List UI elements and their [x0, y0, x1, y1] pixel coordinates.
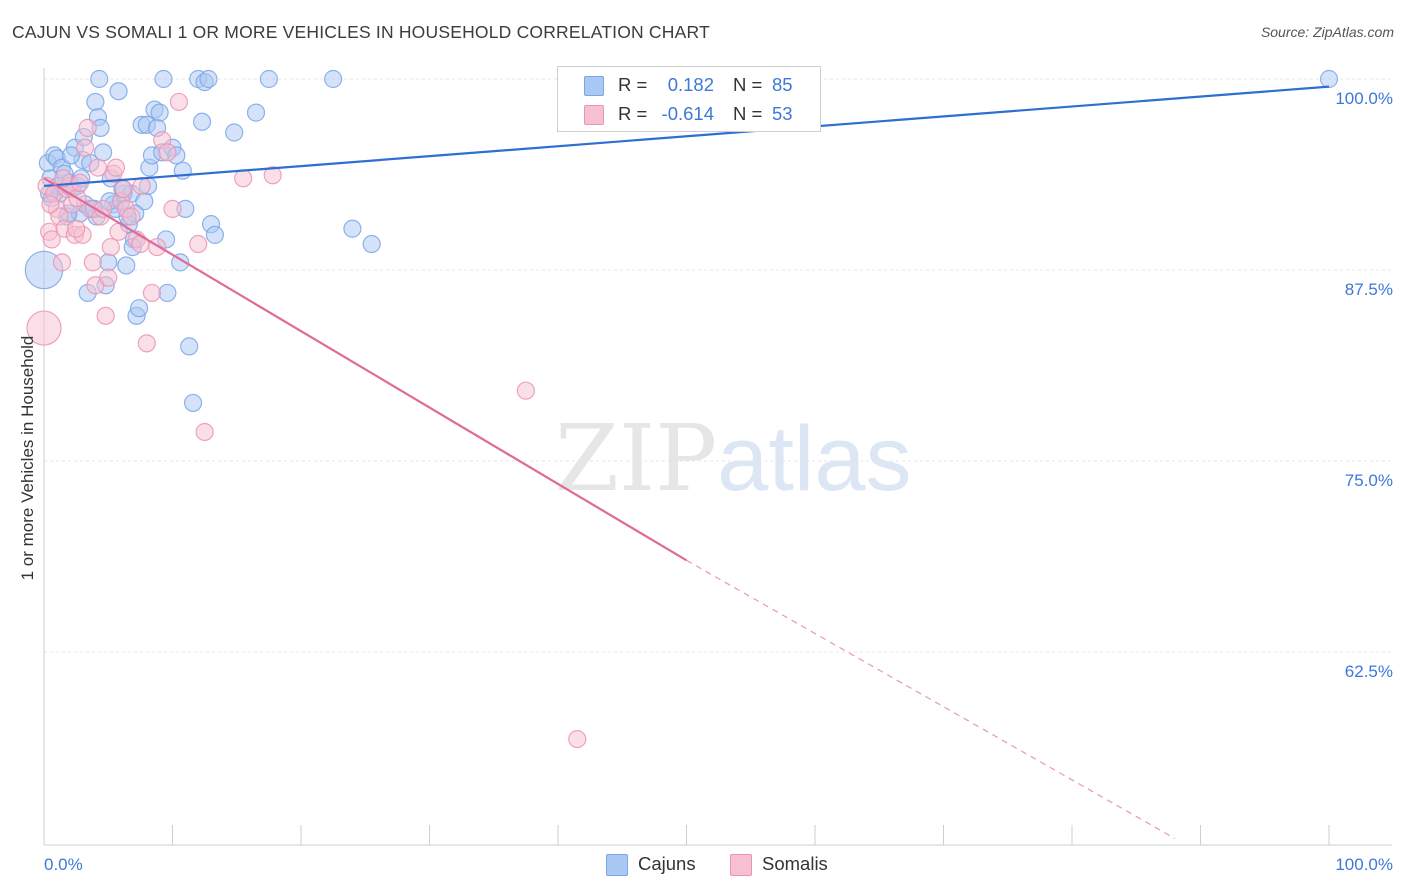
point-somalis — [41, 195, 60, 214]
watermark: ZIPatlas — [555, 405, 912, 512]
watermark-zip: ZIP — [555, 405, 718, 512]
point-somalis — [234, 169, 253, 188]
y-tick-label: 75.0% — [1345, 471, 1393, 490]
point-somalis — [83, 253, 102, 272]
point-cajuns — [205, 225, 225, 244]
point-cajuns — [246, 103, 266, 122]
point-somalis — [42, 230, 61, 249]
point-somalis — [88, 158, 108, 177]
legend-swatch-somalis — [584, 105, 604, 125]
point-somalis — [52, 253, 72, 272]
point-somalis — [163, 199, 182, 218]
point-cajuns — [225, 123, 244, 142]
legend-swatch-cajuns — [584, 76, 604, 96]
point-cajuns — [199, 69, 218, 89]
legend-n-value: 85 — [772, 74, 793, 95]
point-cajuns — [150, 103, 169, 122]
series-label-somalis: Somalis — [762, 853, 828, 874]
point-somalis — [142, 283, 162, 303]
point-somalis — [132, 176, 151, 196]
point-cajuns — [171, 253, 190, 272]
point-somalis — [189, 234, 208, 254]
point-somalis — [67, 219, 86, 238]
series-swatch-cajuns — [606, 854, 628, 876]
point-cajuns — [192, 112, 212, 131]
chart-title: CAJUN VS SOMALI 1 OR MORE VEHICLES IN HO… — [12, 22, 710, 42]
point-cajuns — [86, 92, 105, 112]
point-somalis — [99, 268, 118, 287]
point-cajuns — [259, 69, 278, 89]
series-legend: Cajuns Somalis — [0, 852, 1406, 878]
trend-line-somalis-extension — [686, 559, 1176, 839]
y-tick-label: 87.5% — [1345, 280, 1393, 299]
legend-n-label: N = — [733, 103, 763, 124]
stats-legend: R = 0.182 N = 85 R = -0.614 N = 53 — [557, 66, 821, 132]
legend-row-cajuns: R = 0.182 N = 85 — [558, 70, 820, 100]
point-cajuns — [61, 146, 81, 165]
point-cajuns — [324, 69, 343, 89]
point-somalis — [137, 334, 156, 353]
watermark-atlas: atlas — [717, 408, 912, 510]
series-swatch-somalis — [730, 854, 752, 876]
point-cajuns — [99, 253, 118, 272]
legend-row-somalis: R = -0.614 N = 53 — [558, 99, 820, 129]
source-label: Source: ZipAtlas.com — [1260, 24, 1394, 40]
point-somalis — [76, 138, 95, 157]
point-somalis — [158, 143, 177, 162]
point-somalis — [263, 166, 282, 185]
point-cajuns — [158, 283, 177, 303]
point-cajuns — [129, 299, 149, 318]
x-tick-label: 0.0% — [44, 855, 83, 874]
series-label-cajuns: Cajuns — [638, 853, 696, 874]
point-somalis — [78, 118, 97, 137]
point-cajuns — [183, 393, 203, 413]
point-somalis — [101, 237, 120, 257]
point-somalis — [516, 381, 535, 400]
point-somalis — [106, 158, 126, 177]
trend-line-cajuns — [43, 85, 1330, 188]
point-cajuns — [94, 143, 113, 162]
point-somalis — [54, 169, 73, 188]
y-tick-label: 62.5% — [1345, 662, 1393, 681]
point-cajuns — [109, 82, 128, 101]
point-somalis — [568, 729, 587, 749]
x-tick-label: 100.0% — [1335, 855, 1393, 874]
legend-r-label: R = — [618, 74, 648, 95]
legend-r-value: 0.182 — [667, 74, 714, 95]
point-cajuns — [90, 69, 109, 89]
point-somalis — [169, 92, 189, 112]
y-tick-label: 100.0% — [1335, 89, 1393, 108]
legend-r-label: R = — [618, 103, 648, 124]
trend-line-somalis — [43, 177, 688, 562]
point-somalis — [114, 179, 133, 199]
point-cajuns — [343, 219, 362, 238]
legend-r-value: -0.614 — [661, 103, 714, 124]
point-somalis — [122, 207, 141, 226]
point-somalis — [96, 306, 115, 325]
legend-n-label: N = — [733, 74, 763, 95]
point-cajuns — [117, 256, 136, 275]
point-somalis — [195, 422, 214, 442]
point-cajuns — [362, 234, 381, 254]
point-cajuns — [154, 69, 173, 89]
legend-n-value: 53 — [772, 103, 793, 124]
point-cajuns — [1319, 69, 1339, 89]
y-axis-label: 1 or more Vehicles in Household — [18, 335, 37, 581]
point-somalis — [26, 310, 62, 346]
point-cajuns — [180, 337, 199, 356]
